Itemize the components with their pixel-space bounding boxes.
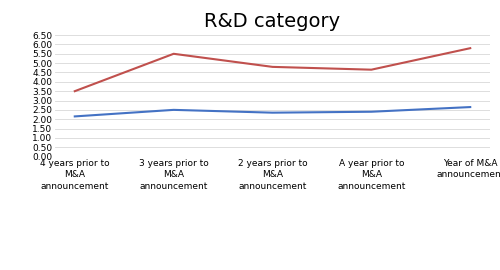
European owned <box>270 65 276 69</box>
Line: American owned: American owned <box>75 107 470 116</box>
European owned <box>72 90 78 93</box>
American owned <box>270 111 276 114</box>
Line: European owned: European owned <box>75 48 470 91</box>
Legend: American owned, European owned: American owned, European owned <box>148 269 398 270</box>
European owned <box>368 68 374 71</box>
Title: R&D category: R&D category <box>204 12 340 31</box>
American owned <box>72 115 78 118</box>
American owned <box>170 108 176 112</box>
American owned <box>368 110 374 113</box>
European owned <box>467 46 473 50</box>
European owned <box>170 52 176 55</box>
American owned <box>467 106 473 109</box>
